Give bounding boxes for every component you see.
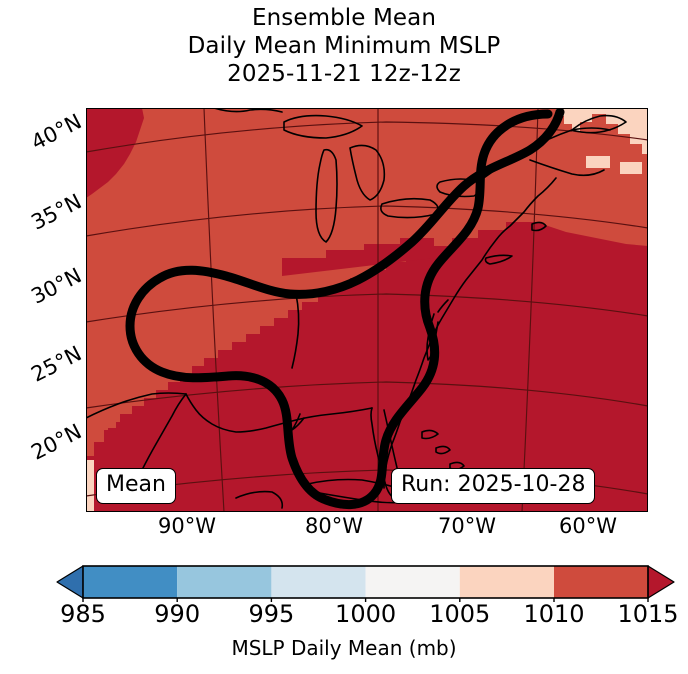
coastline-us-east: [383, 177, 557, 489]
page-title: Ensemble Mean Daily Mean Minimum MSLP 20…: [0, 4, 688, 88]
fill-band-1005-1010-southwest-sliver: [86, 460, 94, 512]
coastline-delaware-bay: [437, 299, 449, 313]
colorbar-under-arrow: [56, 565, 84, 599]
coastline-yucatan: [235, 490, 284, 509]
coastline-lake-michigan: [315, 148, 338, 243]
mean-contour-path: [125, 108, 565, 509]
coastline-hudson-approach: [213, 108, 283, 113]
graticule-parallel-25n: [86, 381, 648, 409]
lat-tick-25n: 25°N: [27, 341, 86, 387]
fill-band-1005-1010-fleck-b: [620, 162, 642, 174]
fill-band-over-1015-main: [86, 194, 648, 512]
lon-tick-60w: 60°W: [559, 514, 617, 538]
colorbar-canvas: [56, 565, 675, 602]
coastline-newfoundland-gulf: [571, 114, 627, 134]
colorbar-tick-1000: 1000: [335, 600, 397, 628]
colorbar-tick-1015: 1015: [617, 600, 679, 628]
colorbar-ticks: [82, 598, 649, 602]
coastline-interior-river: [291, 293, 300, 369]
title-line-2: Daily Mean Minimum MSLP: [187, 33, 501, 59]
title-line-3: 2025-11-21 12z-12z: [227, 61, 461, 87]
lat-tick-20n: 20°N: [27, 419, 86, 465]
coastline-lake-superior: [283, 114, 363, 139]
coastline-bahamas-a: [421, 429, 439, 440]
title-line-1: Ensemble Mean: [251, 5, 437, 31]
coastline-mexico-border: [86, 392, 187, 419]
colorbar: 985 990 995 1000 1005 1010 1015 MSLP Dai…: [0, 562, 688, 674]
lat-tick-35n: 35°N: [27, 189, 86, 235]
coastline-lake-huron: [349, 144, 386, 201]
coastline-cape-cod: [531, 221, 547, 232]
coastline-gulf-coast: [185, 393, 373, 433]
colorbar-tick-985: 985: [60, 600, 106, 628]
colorbar-band-990-995: [177, 566, 272, 598]
colorbar-band-985-990: [83, 566, 178, 598]
coastline-texas-mexico: [141, 393, 187, 471]
fill-band-over-1015-northwest: [86, 108, 144, 198]
coastline-long-island: [484, 254, 513, 265]
run-date-box: Run: 2025-10-28: [391, 468, 596, 504]
fill-band-1005-1010-northeast: [556, 108, 648, 154]
lon-tick-70w: 70°W: [438, 514, 496, 538]
lon-tick-80w: 80°W: [305, 514, 363, 538]
graticule-parallel-40n: [86, 121, 648, 153]
coastline-bahamas-b: [435, 445, 451, 455]
colorbar-tick-1005: 1005: [429, 600, 491, 628]
colorbar-band-995-1000: [271, 566, 366, 598]
fill-band-1010-1015-southwest-strip: [86, 414, 120, 512]
fill-band-1005-1010-fleck-a: [586, 156, 610, 168]
map-plot-area: [86, 108, 648, 512]
colorbar-axis-label: MSLP Daily Mean (mb): [231, 636, 457, 660]
colorbar-band-1005-1010: [459, 566, 554, 598]
lat-tick-30n: 30°N: [27, 263, 86, 309]
graticule-meridian-90w: [203, 108, 225, 512]
mean-legend-box: Mean: [96, 468, 176, 504]
colorbar-band-1010-1015: [554, 566, 648, 598]
colorbar-over-arrow: [647, 565, 675, 599]
colorbar-tick-990: 990: [154, 600, 201, 628]
fill-band-over-1015-lakes: [282, 238, 434, 276]
map-canvas: [86, 108, 648, 512]
colorbar-tick-1010: 1010: [523, 600, 585, 628]
colorbar-band-1000-1005: [365, 566, 460, 598]
lat-tick-40n: 40°N: [27, 109, 86, 155]
colorbar-tick-995: 995: [248, 600, 295, 628]
coastline-canada-maritime: [529, 159, 605, 177]
lon-tick-90w: 90°W: [158, 514, 216, 538]
mean-contour-line: [125, 108, 565, 509]
graticule-parallel-30n: [86, 293, 648, 323]
graticule-parallel-35n: [86, 205, 648, 237]
